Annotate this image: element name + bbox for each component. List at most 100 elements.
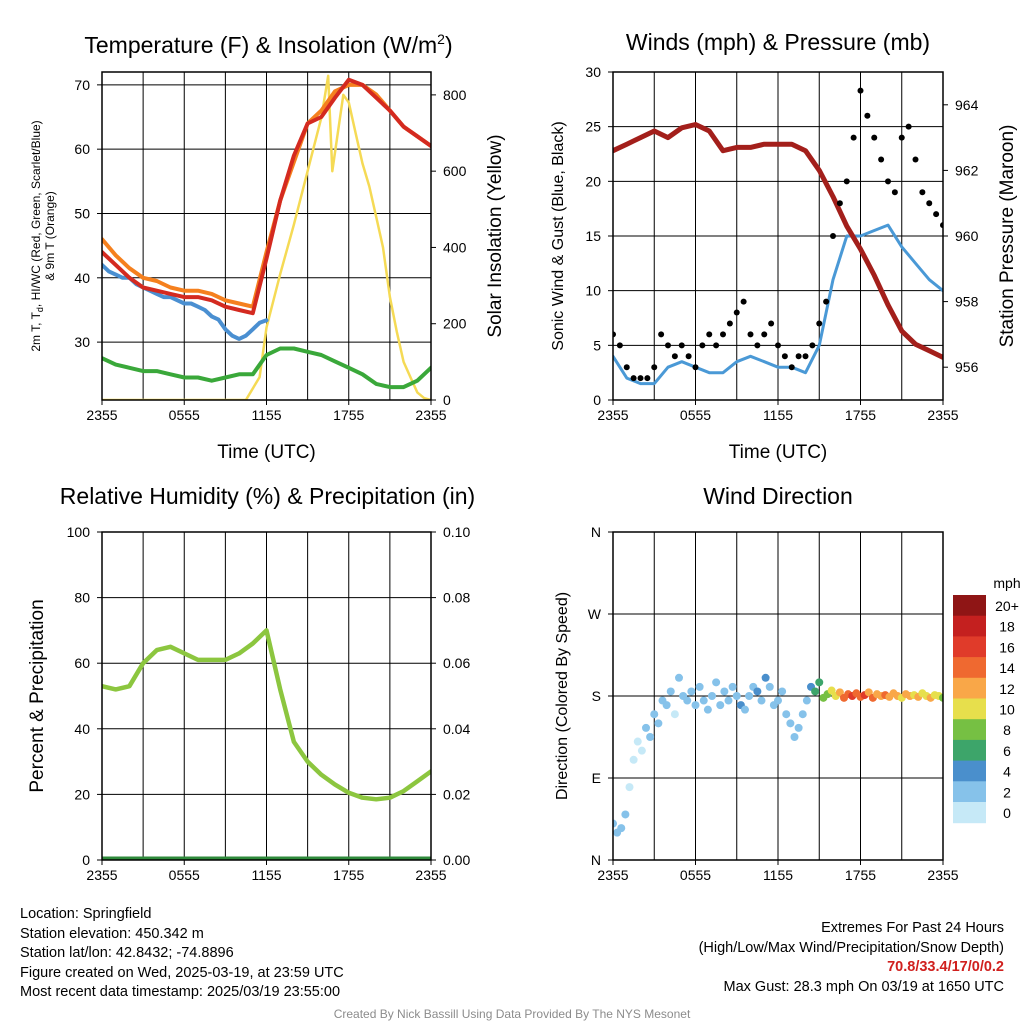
colorbar-label: 18 bbox=[999, 619, 1015, 635]
gust-point bbox=[919, 189, 926, 196]
extremes-subtitle: (High/Low/Max Wind/Precipitation/Snow De… bbox=[698, 939, 1004, 956]
colorbar-label: 12 bbox=[999, 681, 1015, 697]
precipitation-y-tick-label: 0.00 bbox=[443, 852, 470, 868]
gust-point bbox=[671, 353, 678, 360]
y-axis-label: 2m T, Td, HI/WC (Red, Green, Scarlet/Blu… bbox=[29, 120, 45, 351]
gust-point bbox=[850, 134, 857, 141]
extremes-panel: Extremes For Past 24 Hours (High/Low/Max… bbox=[699, 919, 1004, 997]
insolation-y-tick-label: 600 bbox=[443, 163, 467, 179]
gust-point bbox=[706, 331, 713, 338]
temperature-y-tick-label: 60 bbox=[74, 141, 90, 157]
gust-point bbox=[781, 353, 788, 360]
wind-y-tick-label: 30 bbox=[585, 64, 601, 80]
colorbar-unit: mph bbox=[993, 575, 1020, 591]
gust-point bbox=[816, 320, 823, 327]
colorbar-swatch bbox=[953, 698, 986, 720]
y-axis-label: Percent & Precipitation bbox=[27, 599, 48, 792]
gust-point bbox=[871, 134, 878, 141]
gust-point bbox=[699, 342, 706, 349]
station-info: Location: Springfield Station elevation:… bbox=[20, 905, 344, 1003]
direction-point bbox=[687, 687, 696, 696]
gust-point bbox=[878, 156, 885, 163]
colorbar-swatch bbox=[953, 719, 986, 741]
gust-point bbox=[761, 331, 768, 338]
direction-point bbox=[939, 693, 943, 702]
plot-border bbox=[101, 71, 432, 401]
direction-point bbox=[716, 701, 725, 710]
colorbar-label: 4 bbox=[1003, 764, 1011, 780]
plot-border bbox=[101, 531, 432, 861]
x-tick-label: 2355 bbox=[927, 407, 958, 423]
gust-point bbox=[644, 375, 651, 382]
precipitation-y-tick-label: 0.02 bbox=[443, 786, 470, 802]
gust-point bbox=[775, 342, 781, 349]
temperature-y-tick-label: 30 bbox=[74, 334, 90, 350]
insolation-y-tick-label: 200 bbox=[443, 316, 467, 332]
direction-point bbox=[650, 710, 659, 719]
gust-point bbox=[685, 353, 692, 360]
colorbar-swatch bbox=[953, 781, 986, 803]
colorbar-swatch bbox=[953, 760, 986, 782]
colorbar-swatch bbox=[953, 657, 986, 679]
y-axis-label: Sonic Wind & Gust (Blue, Black) bbox=[550, 121, 567, 350]
chart-title: Wind Direction bbox=[703, 483, 853, 509]
direction-point bbox=[708, 692, 716, 700]
x-tick-label: 1755 bbox=[333, 407, 364, 423]
colorbar-label: 6 bbox=[1003, 743, 1011, 759]
direction-point bbox=[782, 710, 791, 719]
colorbar-label: 0 bbox=[1003, 805, 1011, 821]
direction-point bbox=[642, 723, 650, 732]
direction-point bbox=[835, 688, 844, 697]
figure-created: Figure created on Wed, 2025-03-19, at 23… bbox=[20, 964, 344, 981]
gust-point bbox=[630, 375, 637, 382]
direction-point bbox=[864, 688, 873, 697]
humidity-y-tick-label: 0 bbox=[82, 852, 90, 868]
station-latlon: Station lat/lon: 42.8432; -74.8896 bbox=[20, 945, 234, 962]
direction-point bbox=[703, 705, 712, 714]
wind-y-tick-label: 15 bbox=[585, 228, 601, 244]
insolation-y-tick-label: 400 bbox=[443, 239, 467, 255]
gust-point bbox=[809, 342, 816, 349]
wind-line bbox=[613, 223, 943, 386]
right-axis-label: Solar Insolation (Yellow) bbox=[485, 134, 506, 337]
humidity-y-tick-label: 40 bbox=[74, 721, 90, 737]
gust-point bbox=[733, 309, 740, 316]
direction-y-tick-label: S bbox=[592, 688, 601, 704]
colorbar-swatch bbox=[953, 595, 986, 617]
direction-point bbox=[617, 824, 626, 833]
x-tick-label: 1155 bbox=[251, 407, 281, 423]
gust-point bbox=[623, 364, 630, 371]
gust-point bbox=[720, 331, 726, 338]
direction-point bbox=[646, 733, 655, 741]
colorbar-swatch bbox=[953, 802, 986, 824]
x-tick-label: 2355 bbox=[86, 867, 117, 883]
direction-point bbox=[802, 696, 811, 705]
gust-point bbox=[740, 298, 747, 305]
direction-point bbox=[774, 696, 782, 705]
station-location: Location: Springfield bbox=[20, 906, 152, 922]
direction-point bbox=[637, 746, 646, 755]
x-tick-label: 2355 bbox=[927, 867, 958, 883]
precipitation-y-tick-label: 0.04 bbox=[443, 721, 470, 737]
direction-point bbox=[691, 701, 700, 710]
direction-point bbox=[662, 701, 671, 710]
plot-border bbox=[612, 531, 944, 861]
direction-point bbox=[765, 682, 774, 691]
gust-point bbox=[830, 233, 836, 239]
direction-y-tick-label: N bbox=[591, 524, 601, 540]
gust-point bbox=[616, 342, 623, 349]
extremes-title: Extremes For Past 24 Hours bbox=[821, 920, 1004, 936]
colorbar-label: 14 bbox=[999, 660, 1015, 676]
direction-y-tick-label: N bbox=[591, 852, 601, 868]
direction-point bbox=[683, 696, 692, 705]
direction-point bbox=[613, 819, 617, 828]
direction-point bbox=[786, 719, 795, 728]
direction-point bbox=[724, 696, 733, 705]
direction-point bbox=[827, 686, 836, 695]
gust-point bbox=[885, 178, 891, 185]
colorbar-swatch bbox=[953, 739, 986, 762]
pressure-y-tick-label: 962 bbox=[955, 162, 979, 178]
gust-point bbox=[637, 375, 644, 382]
pressure-y-tick-label: 960 bbox=[955, 228, 979, 244]
chart-title: Winds (mph) & Pressure (mb) bbox=[626, 29, 930, 55]
